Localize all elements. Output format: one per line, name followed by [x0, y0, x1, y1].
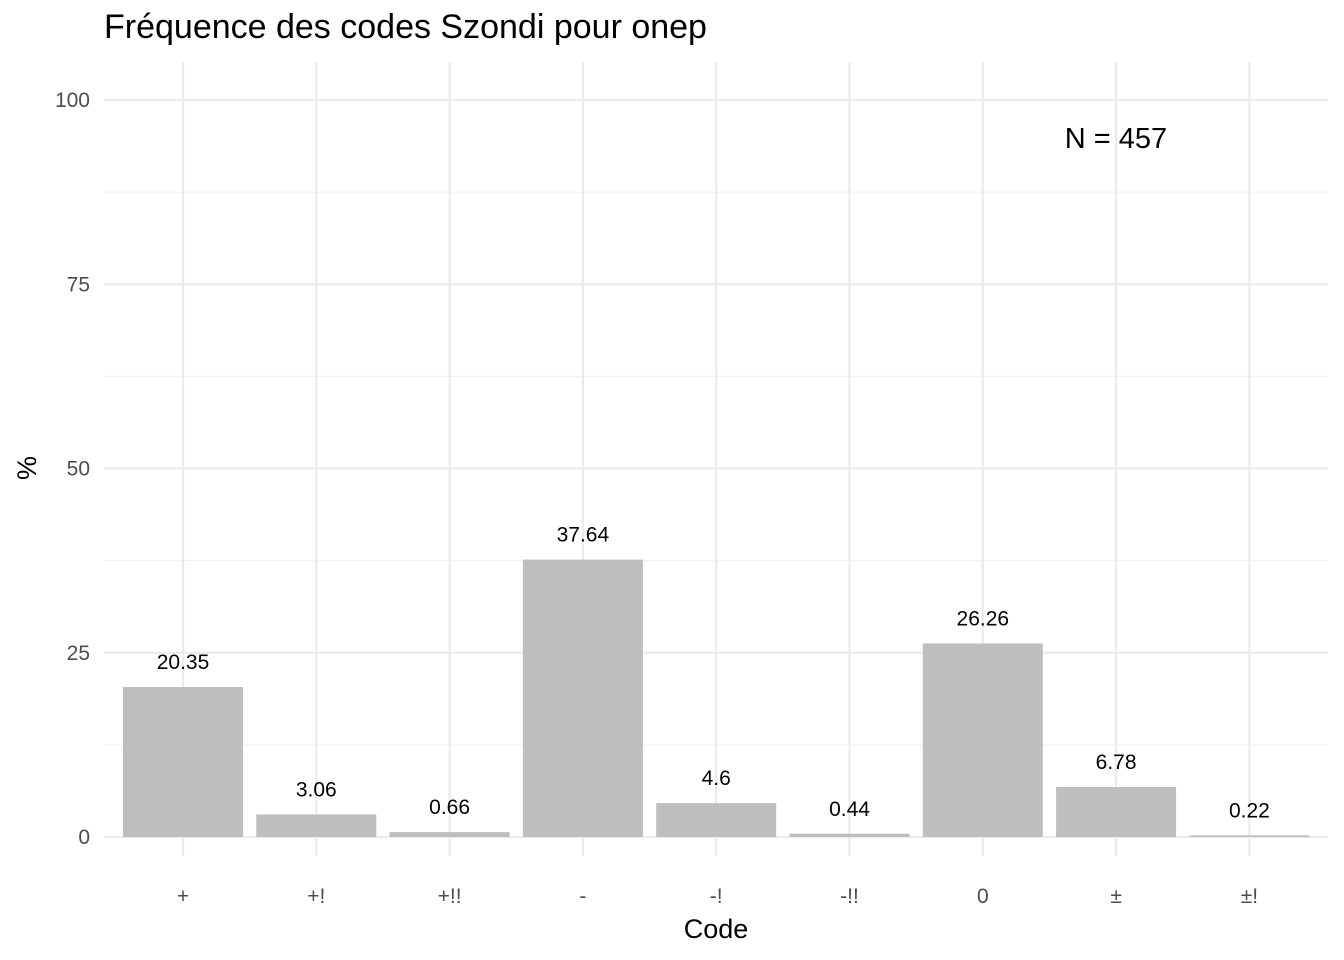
x-tick-label: -!! [840, 885, 859, 908]
x-tick-label: +! [307, 885, 325, 908]
bar-value-label: 20.35 [157, 651, 210, 674]
bar [256, 814, 377, 837]
bar-value-label: 4.6 [702, 767, 731, 790]
bar [656, 803, 777, 837]
bar-value-label: 0.66 [429, 796, 470, 819]
bar-value-label: 3.06 [296, 778, 337, 801]
bars [123, 559, 1310, 837]
bar-value-label: 6.78 [1096, 751, 1137, 774]
bar-value-labels: 20.35 3.06 0.66 37.64 4.6 0.44 26.26 6.78 0.22 [157, 524, 1270, 823]
y-tick-label: 100 [55, 89, 90, 112]
bar-value-label: 0.22 [1229, 799, 1270, 822]
bar [123, 687, 243, 837]
bar [1056, 787, 1177, 837]
y-tick-label: 0 [78, 826, 90, 849]
x-tick-label: + [177, 885, 189, 908]
x-tick-label: ± [1110, 885, 1122, 908]
x-tick-label: - [579, 885, 586, 908]
grid-lines [104, 62, 1328, 856]
bar [1189, 835, 1310, 837]
x-tick-label: -! [710, 885, 723, 908]
chart-title: Fréquence des codes Szondi pour onep [104, 8, 707, 46]
x-tick-label: ±! [1241, 885, 1258, 908]
y-axis-title: % [12, 456, 42, 480]
sample-size-annotation: N = 457 [1065, 123, 1167, 155]
y-axis-tick-labels: 0 25 50 75 100 [55, 89, 90, 849]
bar [522, 559, 643, 837]
x-axis-title: Code [684, 914, 749, 944]
bar-value-label: 26.26 [957, 607, 1010, 630]
bar [922, 643, 1043, 837]
bar [389, 832, 510, 837]
bar-value-label: 37.64 [557, 524, 610, 547]
y-tick-label: 50 [67, 458, 90, 481]
x-axis-tick-labels: + +! +!! - -! -!! 0 ± ±! [177, 885, 1258, 908]
x-tick-label: 0 [977, 885, 989, 908]
bar-value-label: 0.44 [829, 798, 870, 821]
bar [789, 833, 910, 837]
x-tick-label: +!! [438, 885, 462, 908]
y-tick-label: 75 [67, 273, 90, 296]
y-tick-label: 25 [67, 642, 90, 665]
